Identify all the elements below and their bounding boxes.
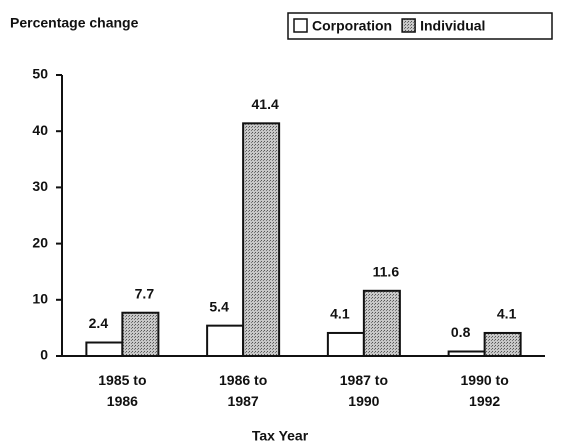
bar — [242, 122, 281, 357]
value-label: 4.1 — [330, 306, 350, 322]
x-tick-label: 1985 to 1986 — [98, 372, 147, 409]
value-label: 4.1 — [497, 306, 517, 322]
y-tick-label: 0 — [40, 347, 48, 363]
y-tick-label: 30 — [32, 178, 48, 194]
value-label: 5.4 — [209, 298, 229, 314]
x-tick-label: 1987 to 1990 — [339, 372, 388, 409]
value-label: 11.6 — [373, 264, 400, 280]
value-label: 0.8 — [451, 324, 471, 340]
bar — [362, 289, 401, 358]
legend-label: Corporation — [312, 18, 392, 34]
legend-box — [287, 12, 553, 40]
y-tick-label: 10 — [32, 291, 48, 307]
bar — [85, 341, 124, 357]
bar — [483, 331, 522, 358]
y-axis-label: Percentage change — [10, 15, 139, 31]
legend-swatch — [401, 18, 416, 33]
x-tick-label: 1990 to 1992 — [460, 372, 509, 409]
bar — [121, 311, 160, 358]
bar — [447, 350, 486, 357]
value-label: 2.4 — [89, 315, 109, 331]
value-label: 7.7 — [135, 285, 155, 301]
y-tick-label: 40 — [32, 122, 48, 138]
value-label: 41.4 — [252, 96, 279, 112]
bar — [206, 324, 245, 358]
y-tick-label: 50 — [32, 66, 48, 82]
legend-label: Individual — [420, 18, 485, 34]
bar — [326, 331, 365, 358]
y-tick-label: 20 — [32, 234, 48, 250]
x-tick-label: 1986 to 1987 — [219, 372, 268, 409]
x-axis-label: Tax Year — [252, 428, 309, 444]
legend-swatch — [293, 18, 308, 33]
